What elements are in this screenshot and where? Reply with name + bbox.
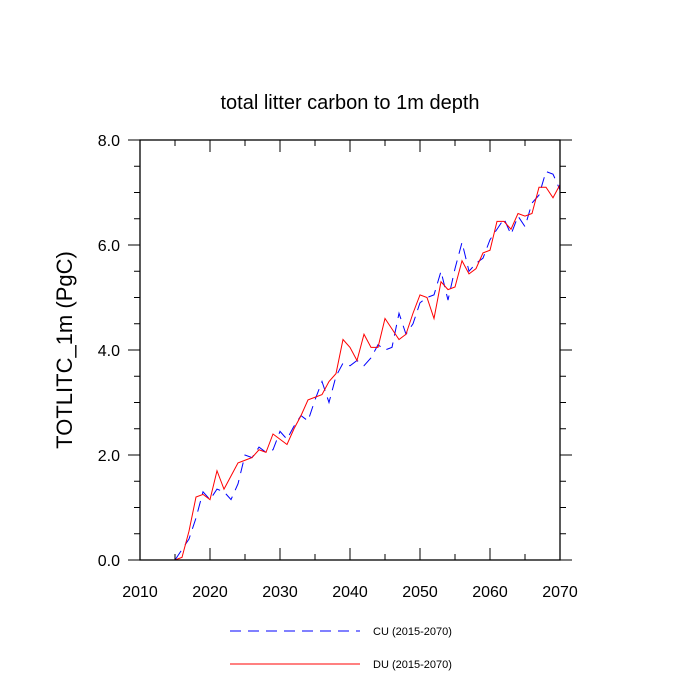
- x-tick-label: 2040: [332, 584, 368, 601]
- y-axis-label: TOTLITC_1m (PgC): [52, 251, 77, 449]
- legend: CU (2015-2070) DU (2015-2070): [230, 626, 452, 671]
- x-tick-label: 2050: [402, 584, 438, 601]
- y-tick-label: 6.0: [98, 238, 120, 255]
- legend-label: CU (2015-2070): [373, 626, 452, 638]
- series-line-cu: [174, 170, 561, 561]
- y-tick-label: 8.0: [98, 133, 120, 150]
- x-tick-label: 2010: [122, 584, 158, 601]
- chart-title: total litter carbon to 1m depth: [220, 92, 479, 114]
- series-layer: [174, 170, 561, 561]
- y-tick-label: 4.0: [98, 343, 120, 360]
- plot-frame: [139, 139, 561, 561]
- series-line-du: [174, 184, 561, 561]
- x-tick-label: 2070: [542, 584, 578, 601]
- legend-label: DU (2015-2070): [373, 659, 452, 671]
- y-tick-label: 2.0: [98, 448, 120, 465]
- x-tick-label: 2060: [472, 584, 508, 601]
- ticks-layer: 2010 2020 2030 2040 2050 2060 2070 0.0 2.0 4.0 6.0…: [98, 133, 578, 601]
- x-tick-label: 2030: [262, 584, 298, 601]
- y-tick-label: 0.0: [98, 553, 120, 570]
- x-tick-label: 2020: [192, 584, 228, 601]
